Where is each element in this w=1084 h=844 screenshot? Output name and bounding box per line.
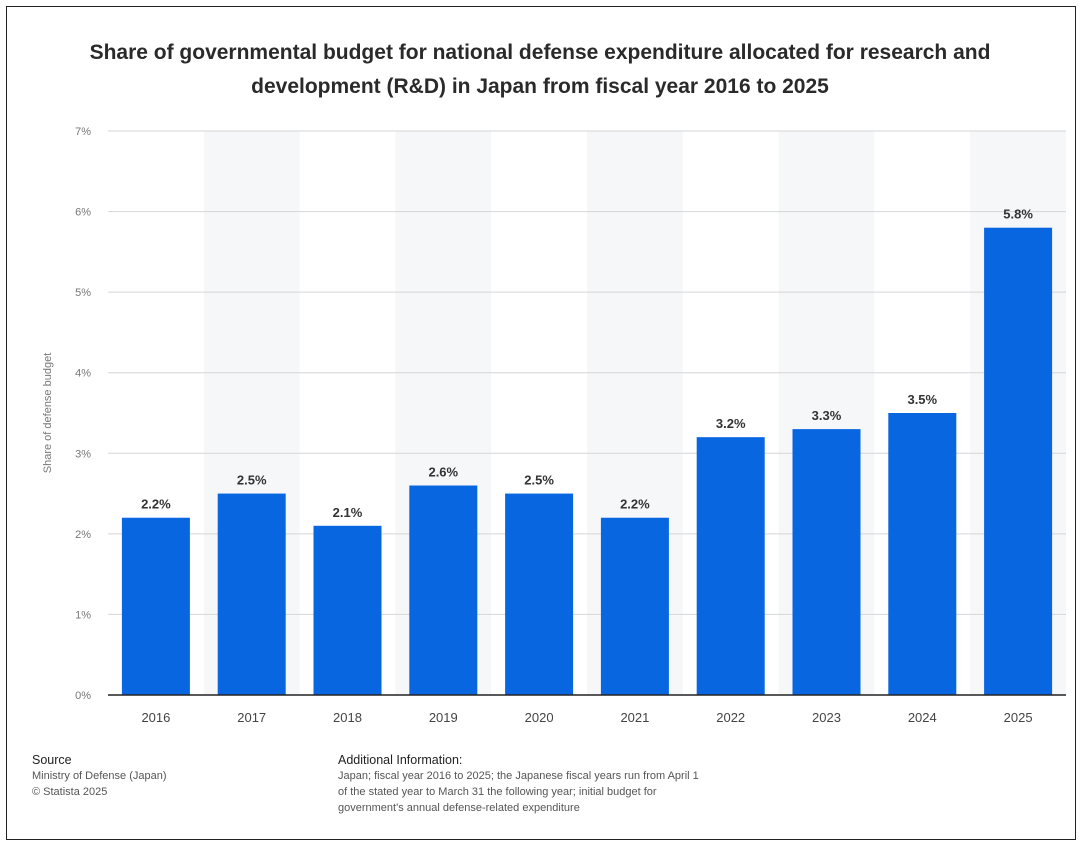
bar	[984, 227, 1053, 695]
y-tick-label: 6%	[75, 207, 91, 219]
chart-title: Share of governmental budget for nationa…	[89, 41, 991, 98]
additional-info-line-1: Japan; fiscal year 2016 to 2025; the Jap…	[338, 770, 699, 782]
bar	[600, 517, 669, 695]
data-label: 3.5%	[907, 392, 937, 407]
x-tick-label: 2023	[812, 710, 841, 725]
x-tick-label: 2021	[620, 710, 649, 725]
y-tick-label: 7%	[75, 126, 91, 138]
additional-info-line-3: government's annual defense-related expe…	[338, 802, 580, 814]
data-label: 3.3%	[812, 408, 842, 423]
data-label: 3.2%	[716, 416, 746, 431]
x-tick-label: 2025	[1004, 710, 1033, 725]
bar	[409, 485, 478, 695]
y-tick-label: 3%	[75, 448, 91, 460]
source-block: Source Ministry of Defense (Japan) © Sta…	[32, 752, 167, 800]
x-tick-label: 2022	[716, 710, 745, 725]
data-label: 2.1%	[333, 505, 363, 520]
bar	[888, 413, 957, 695]
x-tick-label: 2024	[908, 710, 937, 725]
x-tick-label: 2018	[333, 710, 362, 725]
bar	[217, 493, 286, 695]
additional-info-line-2: of the stated year to March 31 the follo…	[338, 786, 657, 798]
data-label: 2.5%	[237, 473, 267, 488]
data-label: 2.2%	[141, 497, 171, 512]
bar	[121, 517, 190, 695]
y-axis-title: Share of defense budget	[42, 353, 54, 473]
x-tick-label: 2020	[525, 710, 554, 725]
bar	[696, 437, 765, 695]
additional-info-heading: Additional Information:	[338, 753, 463, 767]
x-tick-label: 2017	[237, 710, 266, 725]
source-heading: Source	[32, 753, 72, 767]
data-label: 2.2%	[620, 497, 650, 512]
y-tick-label: 5%	[75, 287, 91, 299]
data-label: 2.6%	[428, 465, 458, 480]
data-label: 5.8%	[1003, 207, 1033, 222]
bar	[505, 493, 574, 695]
y-tick-label: 4%	[75, 368, 91, 380]
bar	[792, 429, 861, 695]
source-line-2: © Statista 2025	[32, 786, 108, 798]
y-tick-label: 1%	[75, 609, 91, 621]
x-tick-label: 2016	[141, 710, 170, 725]
x-tick-label: 2019	[429, 710, 458, 725]
additional-info-block: Additional Information: Japan; fiscal ye…	[338, 752, 808, 816]
y-tick-label: 0%	[75, 690, 91, 702]
y-tick-label: 2%	[75, 529, 91, 541]
data-label: 2.5%	[524, 473, 554, 488]
source-line-1: Ministry of Defense (Japan)	[32, 770, 167, 782]
bar	[313, 525, 382, 695]
